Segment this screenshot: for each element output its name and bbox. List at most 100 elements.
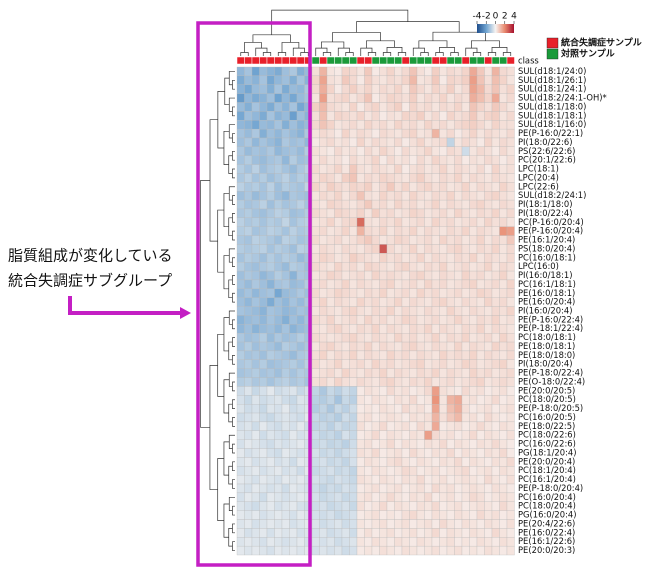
heat-cell (311, 510, 320, 520)
heat-cell (476, 164, 485, 174)
heat-cell (506, 448, 515, 458)
heat-cell (446, 377, 455, 387)
heat-cell (379, 439, 388, 449)
heat-cell (461, 474, 470, 485)
heat-cell (439, 93, 448, 103)
heat-cell (319, 120, 328, 130)
heat-cell (259, 537, 268, 547)
heat-cell (424, 84, 433, 94)
heat-cell (311, 208, 320, 218)
heat-cell (371, 182, 380, 192)
heat-cell (379, 448, 388, 458)
heat-cell (371, 333, 380, 343)
dendrogram-branch (240, 52, 249, 56)
class-cell (274, 56, 283, 65)
heat-cell (424, 146, 433, 156)
heat-cell (491, 492, 500, 502)
heat-cell (289, 120, 298, 130)
heat-cell (244, 217, 253, 227)
heat-cell (506, 84, 515, 94)
heat-cell (401, 235, 410, 245)
heat-cell (484, 66, 493, 77)
heat-cell (259, 66, 268, 77)
heat-cell (341, 244, 350, 254)
heat-cell (274, 315, 283, 325)
heat-cell (394, 199, 403, 210)
dendrogram-branch (228, 403, 233, 423)
heat-cell (424, 164, 433, 174)
heat-cell (394, 191, 403, 201)
heat-cell (439, 528, 448, 538)
heat-cell (341, 128, 350, 139)
heat-cell (499, 315, 508, 325)
heat-cell (424, 519, 433, 529)
heat-cell (341, 466, 350, 476)
heat-cell (364, 510, 373, 520)
heat-cell (484, 102, 493, 112)
heat-cell (394, 235, 403, 245)
heat-cell (274, 173, 283, 183)
heat-cell (281, 297, 290, 307)
heatmap-cells (236, 56, 515, 556)
heat-cell (469, 75, 478, 85)
heat-cell (491, 102, 500, 112)
heat-cell (259, 341, 268, 352)
heat-cell (371, 120, 380, 130)
heat-cell (356, 368, 365, 378)
heat-cell (446, 235, 455, 245)
heat-cell (274, 66, 283, 77)
heat-cell (251, 182, 260, 192)
heat-cell (499, 359, 508, 369)
heat-cell (356, 288, 365, 298)
heat-cell (349, 102, 358, 112)
heat-cell (506, 377, 515, 387)
heat-cell (371, 377, 380, 387)
heat-cell (394, 368, 403, 378)
heat-cell (319, 191, 328, 201)
heat-cell (364, 262, 373, 272)
heat-cell (349, 359, 358, 369)
heat-cell (409, 492, 418, 502)
heat-cell (334, 75, 343, 85)
row-label: PC(16:0/20:5) (518, 412, 576, 422)
heat-cell (326, 492, 335, 502)
heat-cell (326, 93, 335, 103)
heat-cell (484, 93, 493, 103)
heat-cell (266, 528, 275, 538)
heat-cell (259, 288, 268, 298)
heat-cell (274, 492, 283, 502)
heat-cell (476, 182, 485, 192)
heat-cell (454, 235, 463, 245)
heat-cell (431, 457, 440, 467)
dendrogram-branch (232, 399, 235, 409)
heat-cell (439, 386, 448, 396)
heat-cell (469, 208, 478, 218)
heat-cell (259, 128, 268, 139)
heat-cell (289, 448, 298, 458)
row-label: PS(18:0/20:4) (518, 243, 575, 253)
heat-cell (409, 333, 418, 343)
row-label: SUL(d18:1/18:1) (518, 110, 586, 120)
heat-cell (319, 457, 328, 467)
heat-cell (386, 341, 395, 352)
heat-cell (461, 395, 470, 405)
heat-cell (424, 217, 433, 227)
heat-cell (469, 315, 478, 325)
heat-cell (349, 137, 358, 148)
heat-cell (461, 537, 470, 547)
heat-cell (469, 297, 478, 307)
heat-cell (401, 182, 410, 192)
annotation-line: 脂質組成が変化している (8, 247, 173, 265)
heat-cell (386, 306, 395, 316)
heat-cell (454, 395, 463, 405)
heat-cell (311, 519, 320, 529)
heat-cell (379, 155, 388, 165)
heat-cell (356, 66, 365, 77)
heat-cell (439, 404, 448, 414)
heat-cell (326, 288, 335, 298)
heat-cell (236, 279, 245, 289)
heat-cell (296, 448, 305, 458)
heat-cell (259, 75, 268, 85)
heat-cell (446, 545, 455, 556)
heat-cell (499, 208, 508, 218)
